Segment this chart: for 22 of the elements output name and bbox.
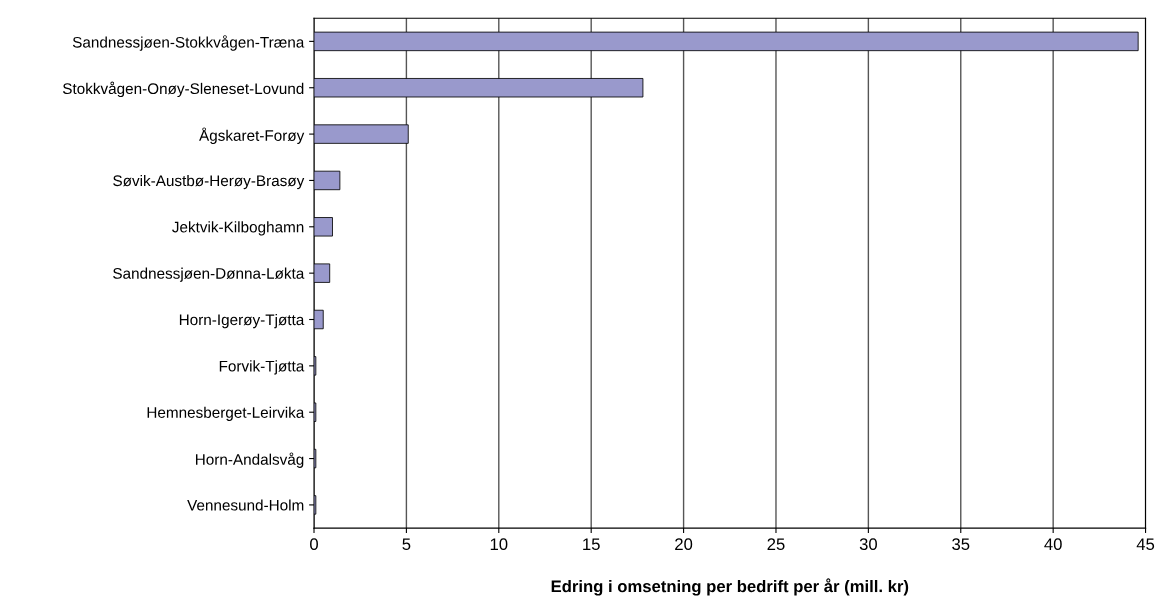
y-tick-label: Horn-Andalsvåg <box>196 452 304 468</box>
x-tick-label: 35 <box>952 538 970 551</box>
x-tick-label: 0 <box>310 538 318 551</box>
x-tick-label: 30 <box>859 538 877 551</box>
y-tick-label: Vennesund-Holm <box>187 499 304 511</box>
x-tick-label: 40 <box>1044 538 1062 551</box>
y-tick-label: Hemnesberget-Leirvika <box>147 406 305 421</box>
y-tick-label: Horn-Igerøy-Tjøtta <box>179 313 305 329</box>
y-tick-label: Jektvik-Kilboghamn <box>172 221 304 236</box>
y-tick-label: Sandnessjøen-Dønna-Løkta <box>113 267 305 282</box>
y-tick-label: Forvik-Tjøtta <box>219 360 305 375</box>
x-tick-label: 25 <box>767 538 785 551</box>
y-tick-label: Sandnessjøen-Stokkvågen-Træna <box>72 35 305 51</box>
x-tick-label: 10 <box>490 538 508 551</box>
y-tick-label: Stokkvågen-Onøy-Sleneset-Lovund <box>62 81 304 98</box>
x-tick-label: 20 <box>675 538 693 551</box>
x-tick-label: 15 <box>583 538 600 551</box>
x-tick-label: 5 <box>402 538 411 551</box>
x-tick-label: 45 <box>1136 538 1155 551</box>
y-tick-label: Søvik-Austbø-Herøy-Brasøy <box>113 174 305 190</box>
x-axis-title: Edring i omsetning per bedrift per år (mill. kr) <box>551 578 909 596</box>
y-tick-label: Ågskaret-Forøy <box>199 127 305 144</box>
